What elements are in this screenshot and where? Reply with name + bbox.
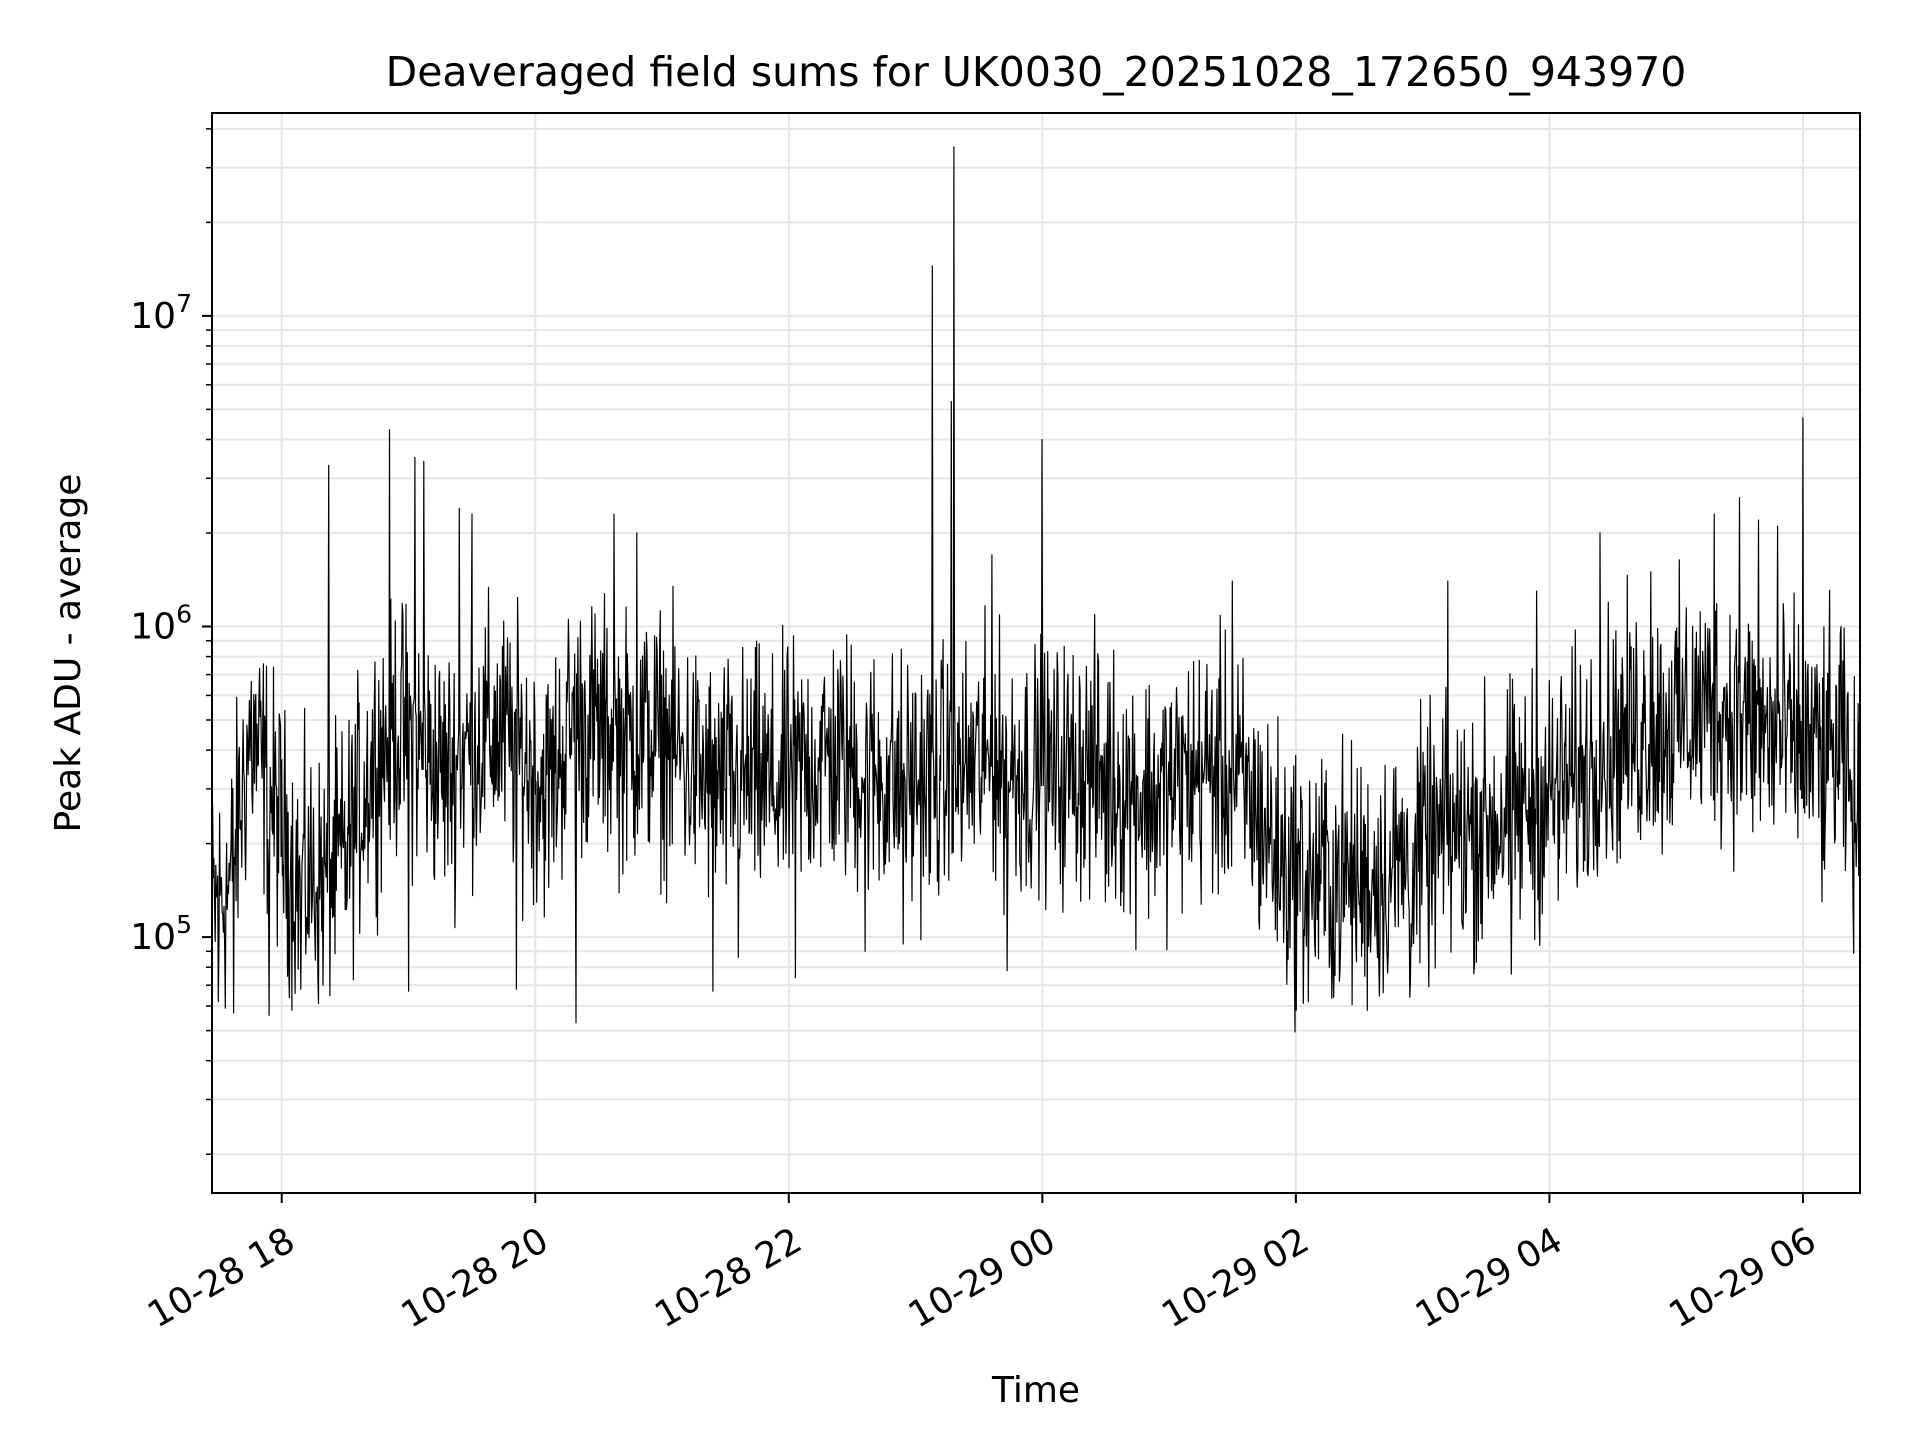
- x-axis-label: Time: [991, 1370, 1080, 1411]
- y-axis-label: Peak ADU - average: [48, 474, 89, 833]
- chart-title: Deaveraged field sums for UK0030_2025102…: [386, 48, 1687, 96]
- y-tick-label-base: 10: [130, 296, 176, 337]
- y-tick-label-base: 10: [130, 606, 176, 647]
- y-tick-label-base: 10: [130, 917, 176, 958]
- y-tick-label-exponent: 6: [176, 599, 192, 628]
- y-tick-label: 106: [130, 599, 192, 647]
- y-tick-label-exponent: 5: [176, 910, 192, 939]
- y-tick-label-exponent: 7: [176, 289, 192, 318]
- plot-frame: [211, 112, 1861, 1194]
- series-line: [211, 146, 1861, 1033]
- y-tick-label: 105: [130, 910, 192, 958]
- y-tick-label: 107: [130, 289, 192, 337]
- series-layer: [211, 146, 1861, 1033]
